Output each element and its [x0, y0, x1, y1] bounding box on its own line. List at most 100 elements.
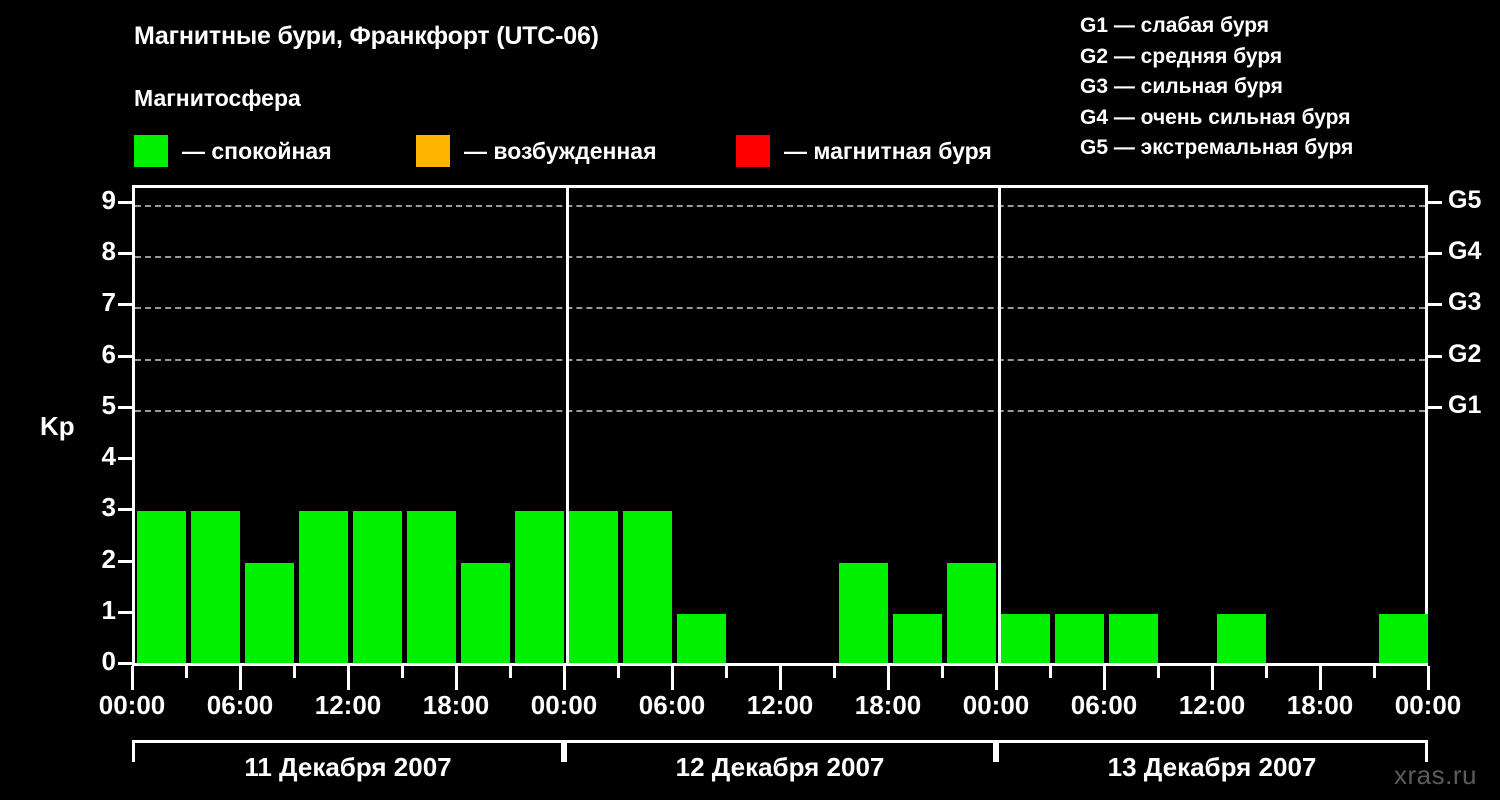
- bar: [353, 511, 402, 665]
- bar: [461, 562, 510, 665]
- date-bracket-2: [564, 740, 996, 762]
- g-tick-G1: [1428, 405, 1442, 409]
- x-tick-2: [239, 666, 242, 690]
- bar: [569, 511, 618, 665]
- y-label-4: 4: [101, 441, 116, 472]
- bar: [893, 613, 942, 665]
- y-tick-0: [118, 662, 132, 665]
- x-axis-line: [132, 663, 1428, 666]
- y-label-6: 6: [101, 338, 116, 369]
- x-label-4: 00:00: [530, 690, 598, 720]
- bar: [623, 511, 672, 665]
- g-label-G1: G1: [1448, 390, 1482, 419]
- gridline-kp-5: [135, 409, 1425, 412]
- bar: [839, 562, 888, 665]
- x-label-1: 06:00: [206, 690, 274, 720]
- x-tick-21: [1265, 666, 1268, 678]
- x-tick-17: [1049, 666, 1052, 678]
- x-label-11: 18:00: [1286, 690, 1354, 720]
- y-tick-6: [118, 354, 132, 358]
- x-label-7: 18:00: [854, 690, 922, 720]
- x-tick-0: [131, 666, 134, 690]
- x-tick-7: [509, 666, 512, 678]
- y-label-5: 5: [101, 389, 116, 420]
- legend-g1-row: G1 — слабая буря: [1080, 14, 1270, 37]
- plot-area: [132, 185, 1428, 665]
- g-tick-G2: [1428, 354, 1442, 358]
- bar: [677, 613, 726, 665]
- bar: [515, 511, 564, 665]
- legend-g2-row: G2 — средняя буря: [1080, 44, 1283, 68]
- g-tick-G4: [1428, 252, 1442, 256]
- y-label-8: 8: [101, 236, 116, 267]
- y-axis-title: Kp: [40, 411, 75, 441]
- gridline-kp-8: [135, 256, 1425, 259]
- bar: [191, 511, 240, 665]
- x-tick-15: [941, 666, 944, 678]
- legend-storm-swatch: [736, 135, 770, 167]
- x-tick-23: [1373, 666, 1376, 678]
- gridline-kp-7: [135, 307, 1425, 310]
- x-tick-18: [1103, 666, 1106, 690]
- bar: [299, 511, 348, 665]
- bar: [245, 562, 294, 665]
- x-tick-1: [185, 666, 188, 678]
- y-label-2: 2: [101, 543, 116, 574]
- g-tick-G5: [1428, 201, 1442, 204]
- page-title: Магнитные бури, Франкфорт (UTC-06): [134, 22, 599, 50]
- date-label-3: 13 Декабря 2007: [1107, 752, 1317, 782]
- y-label-7: 7: [101, 287, 116, 318]
- bar: [1379, 613, 1428, 665]
- section-title: Магнитосфера: [134, 85, 301, 111]
- y-tick-8: [118, 252, 132, 256]
- legend-storm: — магнитная буря: [736, 134, 992, 168]
- legend-quiet-swatch: [134, 135, 168, 167]
- x-tick-9: [617, 666, 620, 678]
- x-label-2: 12:00: [314, 690, 382, 720]
- y-label-0: 0: [101, 646, 116, 676]
- bar: [407, 511, 456, 665]
- x-tick-12: [779, 666, 782, 690]
- legend-quiet: — спокойная: [134, 134, 332, 168]
- legend-g4-row: G4 — очень сильная буря: [1080, 105, 1351, 129]
- x-label-3: 18:00: [422, 690, 490, 720]
- gridline-kp-6: [135, 358, 1425, 361]
- y-tick-5: [118, 405, 132, 409]
- y-label-1: 1: [101, 594, 116, 625]
- g-label-G4: G4: [1448, 237, 1482, 266]
- bar: [1109, 613, 1158, 665]
- day-separator: [998, 188, 1001, 665]
- y-tick-9: [118, 201, 132, 204]
- legend-quiet-label: — спокойная: [182, 137, 332, 164]
- x-tick-13: [833, 666, 836, 678]
- legend-g3-row: G3 — сильная буря: [1080, 75, 1283, 98]
- y-tick-3: [118, 508, 132, 512]
- x-label-5: 06:00: [638, 690, 706, 720]
- watermark: xras.ru: [1394, 760, 1477, 790]
- y-tick-1: [118, 610, 132, 614]
- x-tick-4: [347, 666, 350, 690]
- g-label-G3: G3: [1448, 288, 1482, 317]
- g-tick-G3: [1428, 303, 1442, 307]
- y-tick-7: [118, 303, 132, 307]
- bar: [137, 511, 186, 665]
- x-label-0: 00:00: [98, 690, 166, 720]
- legend-g5-row: G5 — экстремальная буря: [1080, 136, 1354, 159]
- x-tick-11: [725, 666, 728, 678]
- y-label-9: 9: [101, 185, 116, 215]
- x-label-12: 00:00: [1394, 690, 1462, 720]
- x-tick-8: [563, 666, 566, 690]
- x-label-6: 12:00: [746, 690, 814, 720]
- x-tick-20: [1211, 666, 1214, 690]
- y-tick-2: [118, 559, 132, 563]
- x-tick-24: [1427, 666, 1430, 690]
- date-label-2: 12 Декабря 2007: [675, 752, 885, 782]
- y-label-3: 3: [101, 492, 116, 523]
- date-bracket-3: [996, 740, 1428, 762]
- legend-unsettled-swatch: [416, 135, 450, 167]
- legend-unsettled: — возбужденная: [416, 134, 657, 168]
- gridline-kp-9: [135, 205, 1425, 207]
- x-label-10: 12:00: [1178, 690, 1246, 720]
- date-label-1: 11 Декабря 2007: [244, 752, 452, 782]
